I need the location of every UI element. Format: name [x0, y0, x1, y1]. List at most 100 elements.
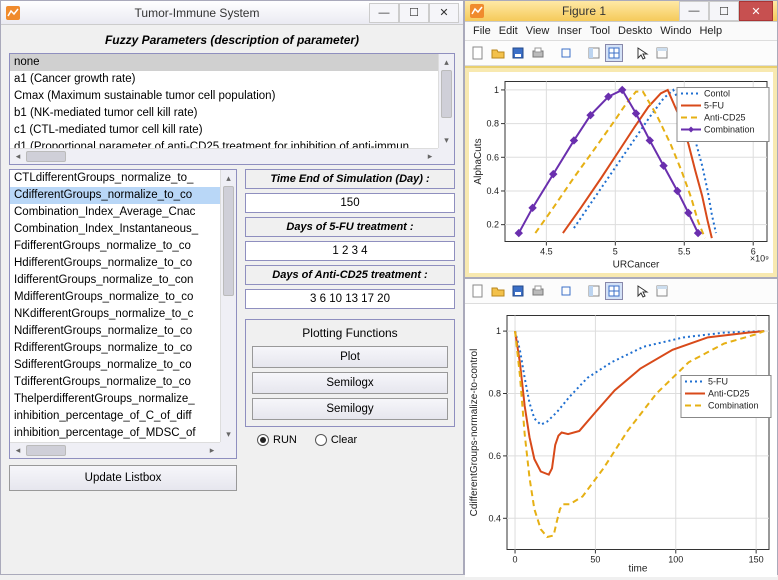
clear-radio[interactable]: Clear [315, 434, 357, 446]
update-listbox-button[interactable]: Update Listbox [9, 465, 237, 491]
pointer-icon[interactable] [633, 282, 651, 300]
svg-text:0.8: 0.8 [488, 389, 501, 399]
list-item[interactable]: NdifferentGroups_normalize_to_co [10, 323, 236, 340]
figure1-menubar[interactable]: File Edit ViewInser Tool Deskto Windo Help [465, 22, 777, 41]
main-title: Tumor-Immune System [25, 6, 369, 20]
list-item[interactable]: TdifferentGroups_normalize_to_co [10, 374, 236, 391]
fu-days-input[interactable]: 1 2 3 4 [245, 241, 455, 261]
svg-text:Combination: Combination [704, 125, 755, 135]
list-item[interactable]: NKdifferentGroups_normalize_to_c [10, 306, 236, 323]
list-item[interactable]: ThelperdifferentGroups_normalize_ [10, 391, 236, 408]
list-item[interactable]: Combination_Index_Average_Cnac [10, 204, 236, 221]
svg-text:0.6: 0.6 [488, 451, 501, 461]
layout-icon[interactable] [653, 44, 671, 62]
list-item[interactable]: RdifferentGroups_normalize_to_co [10, 340, 236, 357]
save-icon[interactable] [509, 44, 527, 62]
fuzzy-parameters-listbox[interactable]: nonea1 (Cancer growth rate)Cmax (Maximum… [9, 53, 455, 165]
sim-end-input[interactable]: 150 [245, 193, 455, 213]
link-icon[interactable] [557, 44, 575, 62]
run-clear-row: RUN Clear [245, 431, 455, 449]
list-item[interactable]: inhibition_percentage_of_MDSC_of [10, 425, 236, 442]
scrollbar-horizontal[interactable]: ◂▸ [10, 442, 220, 458]
menu-item[interactable]: File [471, 24, 493, 38]
scrollbar-vertical[interactable]: ▴▾ [438, 54, 454, 148]
list-item[interactable]: CTLdifferentGroups_normalize_to_ [10, 170, 236, 187]
sim-end-label: Time End of Simulation (Day) : [245, 169, 455, 189]
menu-item[interactable]: Edit [497, 24, 520, 38]
list-item[interactable]: MdifferentGroups_normalize_to_co [10, 289, 236, 306]
scrollbar-vertical[interactable]: ▴▾ [220, 170, 236, 442]
dock-icon[interactable] [585, 282, 603, 300]
pointer-icon[interactable] [633, 44, 651, 62]
list-item[interactable]: c1 (CTL-mediated tumor cell kill rate) [10, 122, 454, 139]
grid-icon[interactable] [605, 44, 623, 62]
layout-icon[interactable] [653, 282, 671, 300]
list-item[interactable]: CdifferentGroups_normalize_to_co [10, 187, 236, 204]
minimize-button[interactable]: — [679, 1, 709, 21]
list-item[interactable]: none [10, 54, 454, 71]
menu-item[interactable]: Windo [658, 24, 693, 38]
figure1-titlebar[interactable]: Figure 1 — ☐ ✕ [465, 1, 777, 22]
svg-text:5-FU: 5-FU [704, 101, 724, 111]
svg-text:0.8: 0.8 [486, 119, 499, 129]
svg-text:1: 1 [494, 85, 499, 95]
list-item[interactable]: a1 (Cancer growth rate) [10, 71, 454, 88]
menu-item[interactable]: View [524, 24, 552, 38]
menu-item[interactable]: Help [697, 24, 724, 38]
figure1-toolbar[interactable] [465, 41, 777, 66]
close-button[interactable]: ✕ [429, 3, 459, 23]
list-item[interactable]: Combination_Index_Instantaneous_ [10, 221, 236, 238]
svg-text:URCancer: URCancer [613, 260, 660, 271]
cd25-days-label: Days of Anti-CD25 treatment : [245, 265, 455, 285]
dock-icon[interactable] [585, 44, 603, 62]
svg-text:50: 50 [590, 555, 600, 565]
svg-text:150: 150 [749, 555, 764, 565]
main-titlebar[interactable]: Tumor-Immune System — ☐ ✕ [1, 1, 463, 25]
figure1-plot[interactable]: 4.555.560.20.40.60.81URCancerAlphaCuts×1… [469, 72, 773, 273]
svg-text:0.4: 0.4 [486, 186, 499, 196]
print-icon[interactable] [529, 282, 547, 300]
menu-item[interactable]: Tool [588, 24, 612, 38]
list-item[interactable]: b1 (NK-mediated tumor cell kill rate) [10, 105, 454, 122]
svg-text:4.5: 4.5 [540, 247, 553, 257]
semilogy-button[interactable]: Semilogy [252, 398, 448, 420]
new-icon[interactable] [469, 282, 487, 300]
list-item[interactable]: HdifferentGroups_normalize_to_co [10, 255, 236, 272]
scrollbar-horizontal[interactable]: ◂▸ [10, 148, 438, 164]
close-button[interactable]: ✕ [739, 1, 773, 21]
svg-text:5: 5 [613, 247, 618, 257]
menu-item[interactable]: Deskto [616, 24, 654, 38]
figure2-window: 0501001500.40.60.81timeCdifferentGroups-… [464, 278, 778, 575]
variables-listbox[interactable]: CTLdifferentGroups_normalize_to_Cdiffere… [9, 169, 237, 459]
save-icon[interactable] [509, 282, 527, 300]
run-radio[interactable]: RUN [257, 434, 297, 446]
list-item[interactable]: Cmax (Maximum sustainable tumor cell pop… [10, 88, 454, 105]
svg-text:5.5: 5.5 [678, 247, 691, 257]
list-item[interactable]: SdifferentGroups_normalize_to_co [10, 357, 236, 374]
figure2-toolbar[interactable] [465, 279, 777, 304]
figure2-plot[interactable]: 0501001500.40.60.81timeCdifferentGroups-… [465, 304, 777, 577]
semilogx-button[interactable]: Semilogx [252, 372, 448, 394]
menu-item[interactable]: Inser [555, 24, 583, 38]
list-item[interactable]: FdifferentGroups_normalize_to_co [10, 238, 236, 255]
svg-text:Contol: Contol [704, 89, 730, 99]
open-icon[interactable] [489, 44, 507, 62]
plot-button[interactable]: Plot [252, 346, 448, 368]
list-item[interactable]: IdifferentGroups_normalize_to_con [10, 272, 236, 289]
svg-text:CdifferentGroups-normalize-to-: CdifferentGroups-normalize-to-control [469, 349, 480, 517]
maximize-button[interactable]: ☐ [709, 1, 739, 21]
list-item[interactable]: inhibition_percentage_of_C_of_diff [10, 408, 236, 425]
new-icon[interactable] [469, 44, 487, 62]
link-icon[interactable] [557, 282, 575, 300]
open-icon[interactable] [489, 282, 507, 300]
grid-icon[interactable] [605, 282, 623, 300]
print-icon[interactable] [529, 44, 547, 62]
cd25-days-input[interactable]: 3 6 10 13 17 20 [245, 289, 455, 309]
svg-text:Anti-CD25: Anti-CD25 [708, 389, 750, 399]
svg-text:×10⁹: ×10⁹ [750, 254, 769, 264]
maximize-button[interactable]: ☐ [399, 3, 429, 23]
svg-text:1: 1 [496, 326, 501, 336]
svg-text:Combination: Combination [708, 401, 759, 411]
figure1-title: Figure 1 [489, 4, 679, 18]
minimize-button[interactable]: — [369, 3, 399, 23]
